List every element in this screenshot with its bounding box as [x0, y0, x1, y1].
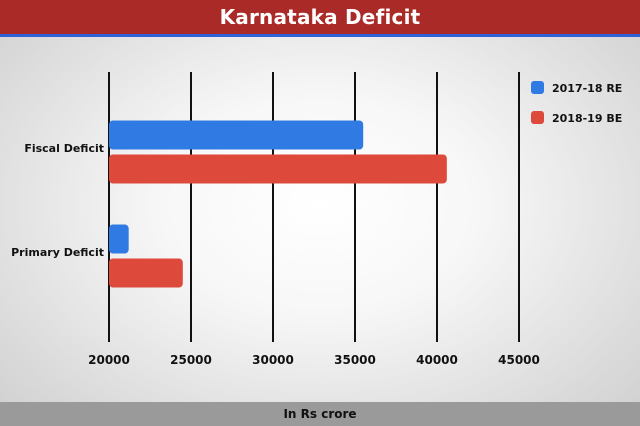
bar-0-0 — [109, 120, 364, 150]
x-tick-label-25000: 25000 — [170, 353, 212, 367]
labels-layer: 20000 25000 30000 35000 40000 45000 Fiscal Def… — [11, 142, 540, 367]
x-tick-label-40000: 40000 — [416, 353, 458, 367]
title-bar: Karnataka Deficit — [0, 0, 640, 37]
legend-marker-0 — [531, 81, 544, 94]
x-tick-label-20000: 20000 — [88, 353, 130, 367]
bar-1-1 — [109, 258, 183, 288]
bars-layer — [109, 120, 447, 288]
legend-marker-1 — [531, 111, 544, 124]
x-tick-label-45000: 45000 — [498, 353, 540, 367]
grid-layer — [108, 72, 520, 342]
legend: 2017-18 RE 2018-19 BE — [531, 81, 622, 125]
legend-label-1: 2018-19 BE — [552, 112, 622, 125]
legend-label-0: 2017-18 RE — [552, 82, 622, 95]
category-label-0: Fiscal Deficit — [24, 142, 104, 155]
chart-title: Karnataka Deficit — [219, 5, 421, 29]
footer-bar: In Rs crore — [0, 402, 640, 426]
category-label-1: Primary Deficit — [11, 246, 104, 259]
x-tick-label-35000: 35000 — [334, 353, 376, 367]
x-tick-label-30000: 30000 — [252, 353, 294, 367]
x-axis-label: In Rs crore — [283, 407, 357, 421]
bar-1-0 — [109, 224, 129, 254]
bar-0-1 — [109, 154, 447, 184]
